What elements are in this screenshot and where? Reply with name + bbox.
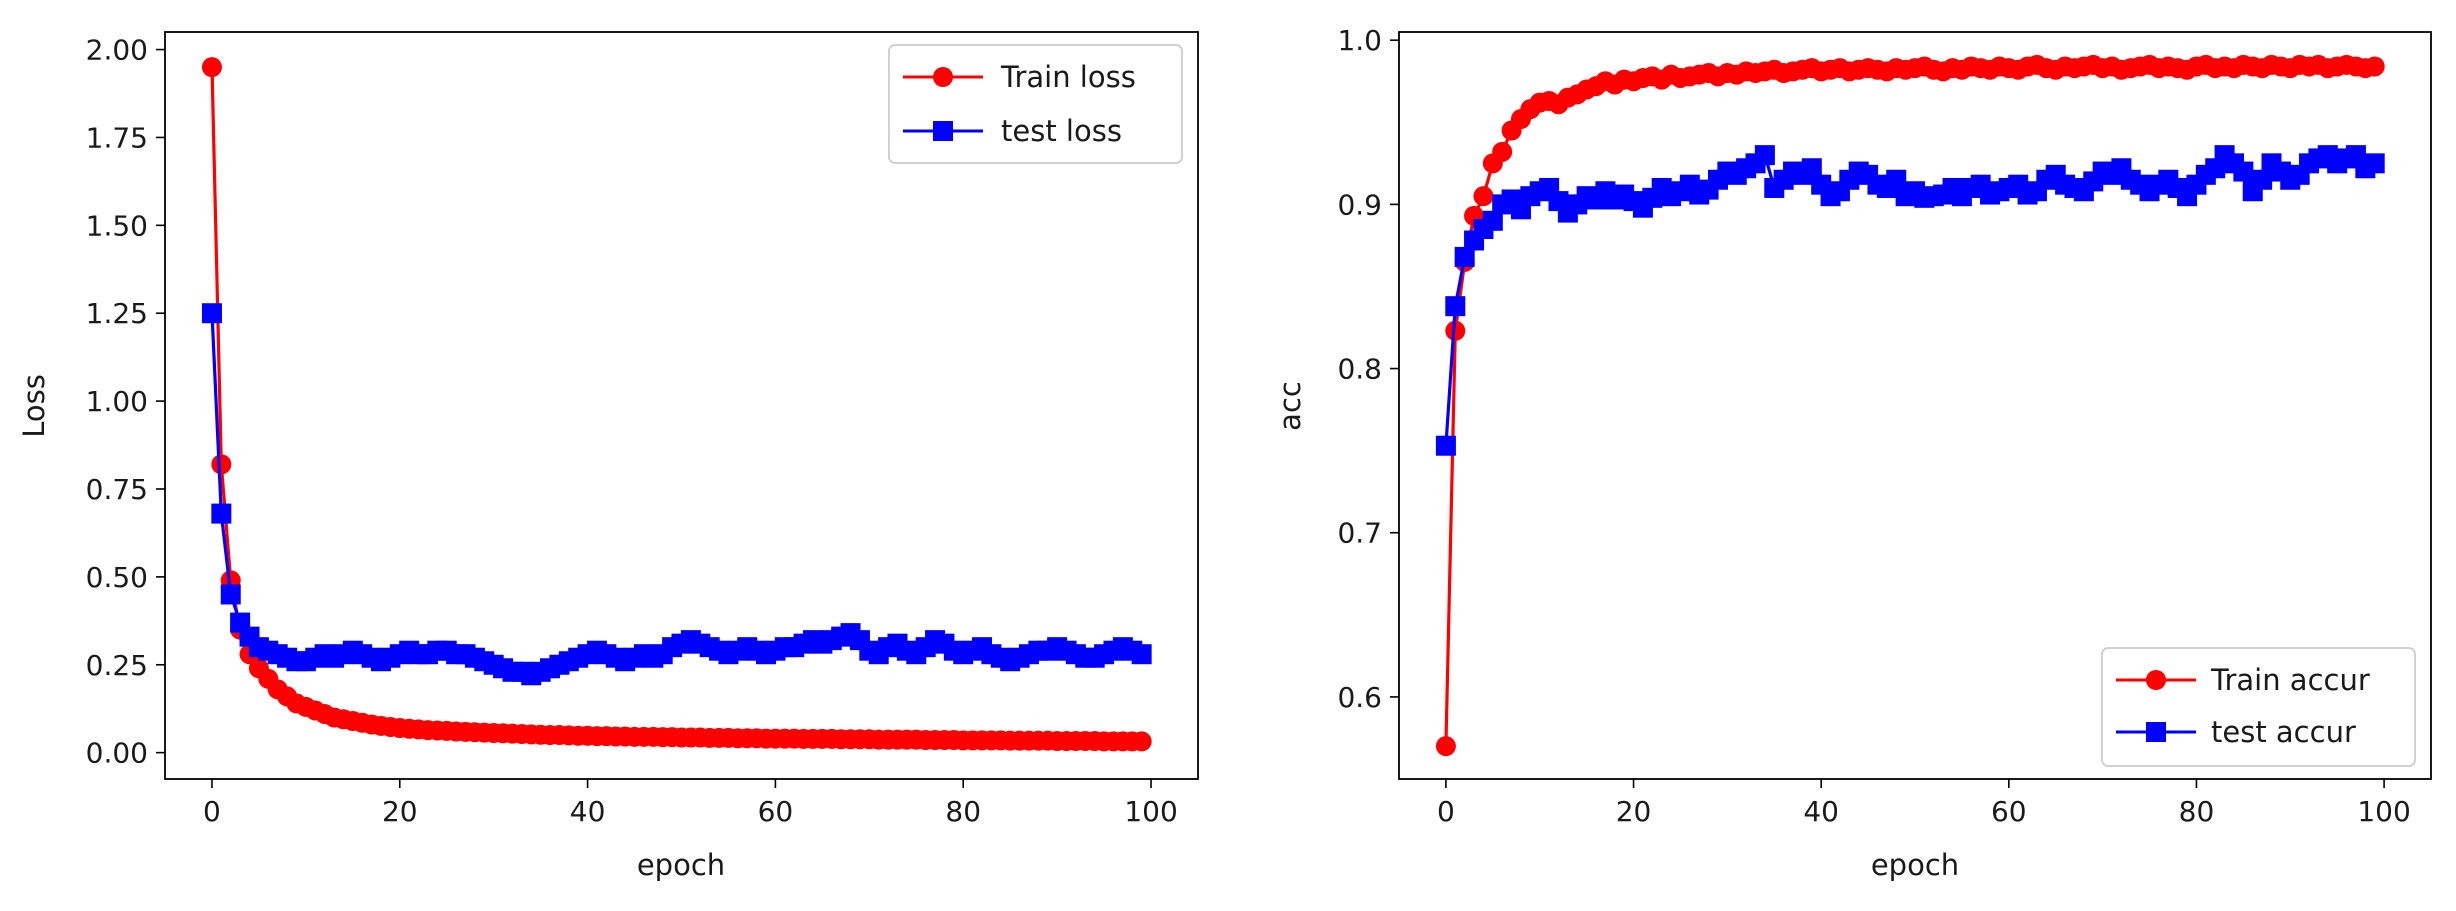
acc-x-tick-label: 80 [2179, 795, 2215, 828]
acc-legend-train-marker [2146, 670, 2166, 690]
loss-test-loss-point [220, 584, 241, 605]
acc-x-tick-label: 60 [1991, 795, 2027, 828]
loss-train-loss-point [1131, 731, 1152, 752]
acc-test-accur-point [2252, 169, 2273, 190]
acc-test-accur-point [1435, 435, 1456, 456]
loss-x-tick-label: 20 [382, 795, 418, 828]
acc-x-tick-label: 20 [1616, 795, 1652, 828]
loss-legend-test-label: test loss [1001, 114, 1122, 148]
acc-train-accur-point [2364, 56, 2385, 77]
acc-y-tick-label: 0.9 [1337, 188, 1382, 221]
loss-y-tick-label: 0.75 [86, 473, 148, 506]
loss-legend-test-marker [933, 121, 953, 141]
acc-train-accur-point [1445, 320, 1466, 341]
loss-y-tick-label: 0.25 [86, 649, 148, 682]
acc-x-tick-label: 0 [1437, 795, 1455, 828]
acc-test-accur-point [2364, 153, 2385, 174]
acc-test-accur-point [1482, 210, 1503, 231]
loss-y-axis-label: Loss [17, 374, 51, 438]
loss-train-loss-point [201, 57, 222, 78]
loss-axis-ticks: 0 20 40 60 80 100 0.00 0.25 0.50 0.75 1.00 1.25 1.50… [86, 34, 1178, 828]
loss-y-tick-label: 1.25 [86, 297, 148, 330]
acc-test-accur-point [1445, 296, 1466, 317]
loss-x-tick-label: 60 [758, 795, 794, 828]
acc-legend-box [2101, 647, 2416, 767]
acc-plot-frame [1398, 31, 2432, 780]
acc-y-axis-label: acc [1273, 381, 1307, 431]
acc-y-tick-label: 0.7 [1337, 517, 1382, 550]
acc-axis-ticks: 0 20 40 60 80 100 0.6 0.7 0.8 0.9 1.0 [1337, 24, 2410, 828]
loss-y-tick-label: 1.50 [86, 209, 148, 242]
acc-test-accur-point [2233, 161, 2254, 182]
acc-plot-area [1435, 54, 2385, 757]
loss-y-tick-label: 0.00 [86, 737, 148, 770]
loss-legend-train-label: Train loss [1000, 60, 1136, 94]
acc-x-tick-label: 100 [2357, 795, 2410, 828]
acc-y-tick-label: 0.8 [1337, 353, 1382, 386]
loss-chart: 0 20 40 60 80 100 0.00 0.25 0.50 0.75 1.00 1.25 1.50… [17, 31, 1199, 882]
acc-y-tick-label: 1.0 [1337, 24, 1382, 57]
acc-x-tick-label: 40 [1803, 795, 1839, 828]
acc-test-accur-point [1754, 145, 1775, 166]
loss-legend-box [888, 44, 1183, 164]
loss-x-tick-label: 0 [203, 795, 221, 828]
loss-test-loss-point [1131, 644, 1152, 665]
loss-x-axis-label: epoch [637, 848, 725, 882]
loss-legend-train-marker [933, 67, 953, 87]
acc-legend-train-label: Train accur [2210, 663, 2370, 697]
loss-train-loss-point [211, 454, 232, 475]
acc-legend-test-marker [2146, 722, 2166, 742]
loss-legend: Train loss test loss [888, 44, 1183, 164]
acc-y-tick-label: 0.6 [1337, 681, 1382, 714]
acc-x-axis-label: epoch [1871, 848, 1959, 882]
loss-y-tick-label: 1.00 [86, 385, 148, 418]
loss-test-loss-point [211, 503, 232, 524]
acc-test-accur-point [1454, 246, 1475, 267]
acc-test-accur-point [1801, 158, 1822, 179]
loss-test-loss-point [201, 303, 222, 324]
acc-chart: 0 20 40 60 80 100 0.6 0.7 0.8 0.9 1.0 epoch acc Tr… [1273, 24, 2432, 882]
acc-legend-test-label: test accur [2211, 715, 2356, 749]
acc-legend: Train accur test accur [2101, 647, 2416, 767]
acc-train-accur-point [1473, 186, 1494, 207]
acc-train-accur-point [1435, 736, 1456, 757]
loss-plot-frame [164, 31, 1199, 780]
loss-x-tick-label: 80 [945, 795, 981, 828]
loss-x-tick-label: 40 [570, 795, 606, 828]
acc-train-accur-point [1492, 141, 1513, 162]
loss-y-tick-label: 1.75 [86, 121, 148, 154]
loss-y-tick-label: 0.50 [86, 561, 148, 594]
acc-test-accur-point [1886, 169, 1907, 190]
loss-y-tick-label: 2.00 [86, 34, 148, 67]
loss-plot-area [201, 57, 1152, 752]
loss-x-tick-label: 100 [1124, 795, 1177, 828]
